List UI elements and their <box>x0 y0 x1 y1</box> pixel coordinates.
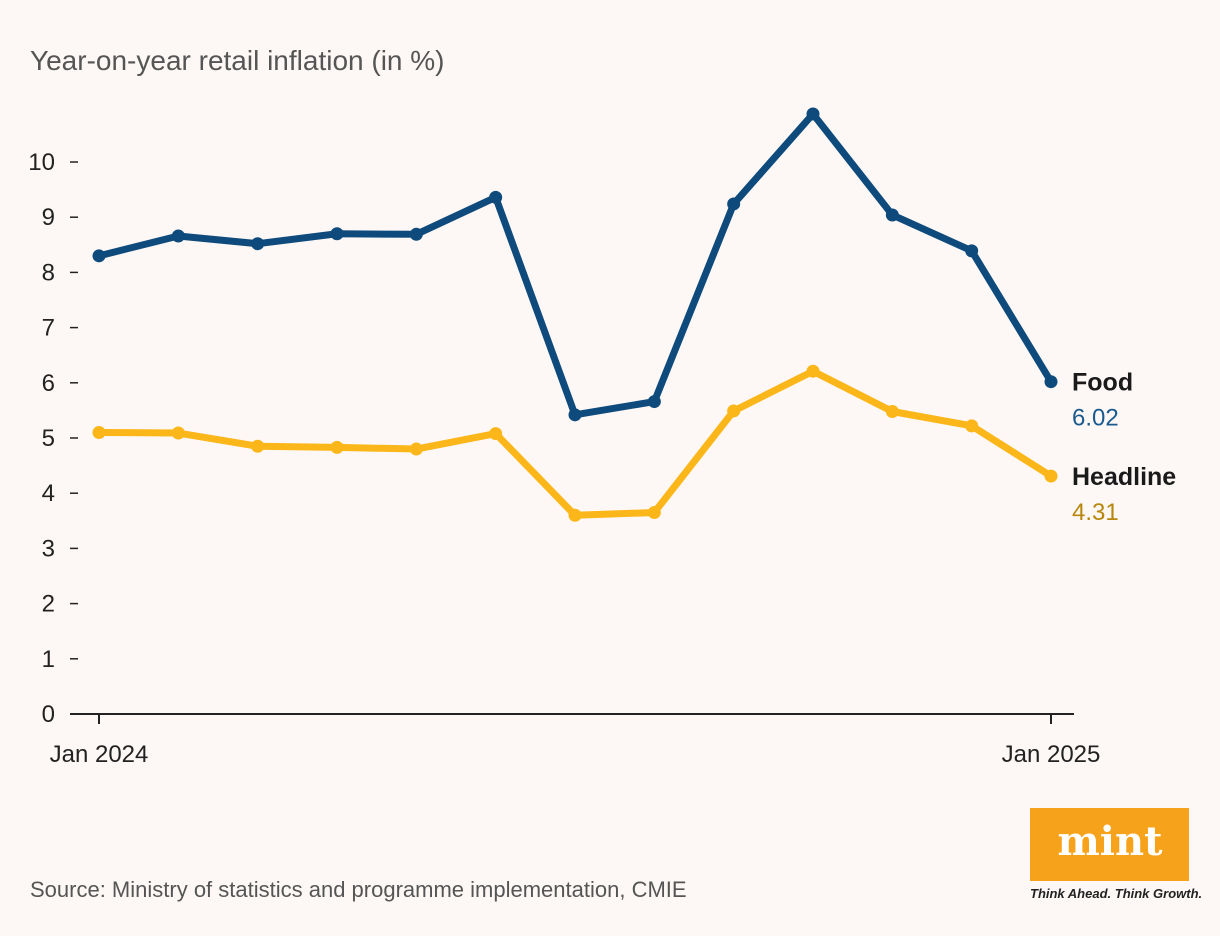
food-point <box>171 229 185 243</box>
source-note: Source: Ministry of statistics and progr… <box>30 877 687 902</box>
headline-point <box>727 404 741 418</box>
y-tick-label: 8 <box>42 259 55 286</box>
y-axis: 0 1 2 3 4 5 6 7 8 9 10 <box>28 149 78 728</box>
headline-line <box>95 367 1055 519</box>
x-tick-label: Jan 2025 <box>1002 741 1101 768</box>
food-point <box>727 197 741 211</box>
food-point <box>409 227 423 241</box>
food-point <box>568 408 582 422</box>
headline-end-name: Headline <box>1072 463 1176 491</box>
headline-point <box>568 508 582 522</box>
food-point <box>330 227 344 241</box>
food-point <box>806 107 820 121</box>
headline-point <box>965 419 979 433</box>
food-point <box>965 244 979 258</box>
x-axis: Jan 2024 Jan 2025 <box>50 713 1101 768</box>
y-tick-label: 7 <box>42 315 55 342</box>
food-end-value: 6.02 <box>1072 405 1119 432</box>
y-tick-label: 6 <box>42 370 55 397</box>
x-tick-label: Jan 2024 <box>50 741 149 768</box>
food-point <box>92 249 106 263</box>
headline-point <box>171 426 185 440</box>
y-tick-label: 1 <box>42 646 55 673</box>
headline-point <box>92 425 106 439</box>
headline-point <box>409 442 423 456</box>
food-point <box>647 395 661 409</box>
logo-word: mint <box>1057 818 1163 865</box>
logo-box <box>1030 808 1189 881</box>
food-point <box>489 190 503 204</box>
series-layer <box>92 107 1058 522</box>
headline-point <box>647 506 661 520</box>
food-end-name: Food <box>1072 369 1133 397</box>
y-tick-label: 0 <box>42 701 55 728</box>
logo-tagline: Think Ahead. Think Growth. <box>1030 886 1202 901</box>
headline-end-value: 4.31 <box>1072 499 1119 526</box>
y-tick-label: 2 <box>42 591 55 618</box>
y-tick-label: 9 <box>42 204 55 231</box>
headline-point <box>330 440 344 454</box>
headline-point <box>1044 469 1058 483</box>
food-point <box>251 237 265 251</box>
y-tick-label: 4 <box>42 480 55 507</box>
food-line <box>95 110 1055 419</box>
series-headline <box>92 364 1058 522</box>
mint-logo: mint Think Ahead. Think Growth. <box>1030 808 1202 901</box>
chart-title: Year-on-year retail inflation (in %) <box>30 45 445 76</box>
headline-point <box>885 405 899 419</box>
y-tick-label: 10 <box>28 149 55 176</box>
y-tick-label: 3 <box>42 535 55 562</box>
food-point <box>885 208 899 222</box>
food-point <box>1044 375 1058 389</box>
headline-point <box>489 427 503 441</box>
series-food <box>92 107 1058 422</box>
headline-point <box>251 439 265 453</box>
headline-point <box>806 364 820 378</box>
y-tick-label: 5 <box>42 425 55 452</box>
end-labels: Food 6.02 Headline 4.31 <box>1072 369 1176 526</box>
